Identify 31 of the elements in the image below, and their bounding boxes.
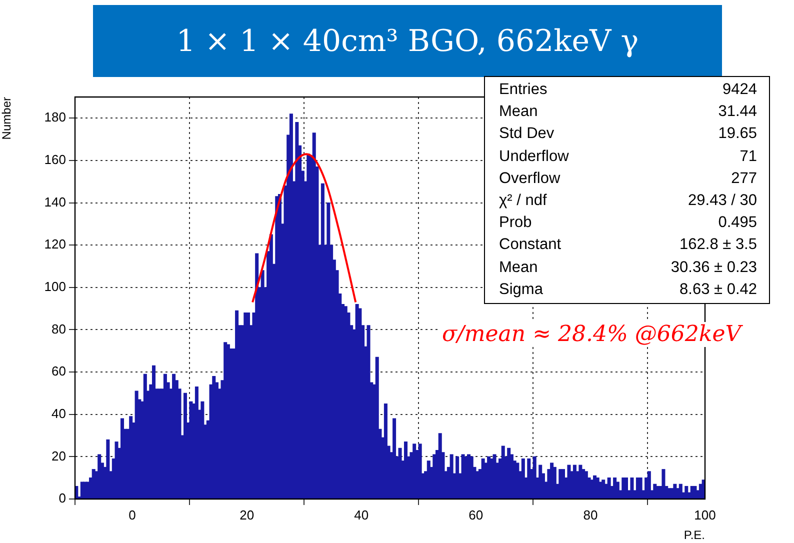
text: χ² / ndf 29.43 / 30 xyxy=(499,192,757,210)
y-tick-label: 20 xyxy=(52,448,66,464)
y-tick-label: 140 xyxy=(44,194,66,210)
y-tick-label: 0 xyxy=(58,490,66,506)
text: Entries 9424 xyxy=(499,81,757,98)
y-tick-label: 40 xyxy=(52,406,66,421)
x-tick-label: 80 xyxy=(583,507,598,522)
x-axis-title: P.E. xyxy=(684,528,705,542)
text: Std Dev 19.65 xyxy=(499,125,757,142)
x-tick-label: 20 xyxy=(240,507,254,522)
text: Overflow 277 xyxy=(499,170,757,187)
x-tick-label: 40 xyxy=(354,507,369,522)
x-tick-label: 60 xyxy=(468,507,484,522)
text: Sigma 8.63 ± 0.42 xyxy=(499,280,757,298)
y-tick-label: 80 xyxy=(52,321,66,336)
text: Constant 162.8 ± 3.5 xyxy=(499,236,757,254)
text: Prob 0.495 xyxy=(499,214,757,232)
y-tick-label: 100 xyxy=(44,279,66,294)
text: Mean 30.36 ± 0.23 xyxy=(499,258,757,276)
y-tick-label: 180 xyxy=(44,110,66,125)
text: Mean 31.44 xyxy=(499,103,757,120)
x-tick-label: 0 xyxy=(128,507,136,522)
y-tick-label: 60 xyxy=(52,364,66,379)
y-tick-label: 120 xyxy=(44,236,66,252)
chart-title: 1 × 1 × 40cm³ BGO, 662keV γ xyxy=(93,5,722,77)
x-tick-label: 100 xyxy=(694,507,716,522)
annotation: σ/mean ≈ 28.4% @662keV xyxy=(440,322,744,347)
y-axis-title: Number xyxy=(0,97,14,140)
y-tick-label: 160 xyxy=(44,152,66,168)
line-series xyxy=(252,153,357,304)
text: Underflow 71 xyxy=(499,148,757,165)
